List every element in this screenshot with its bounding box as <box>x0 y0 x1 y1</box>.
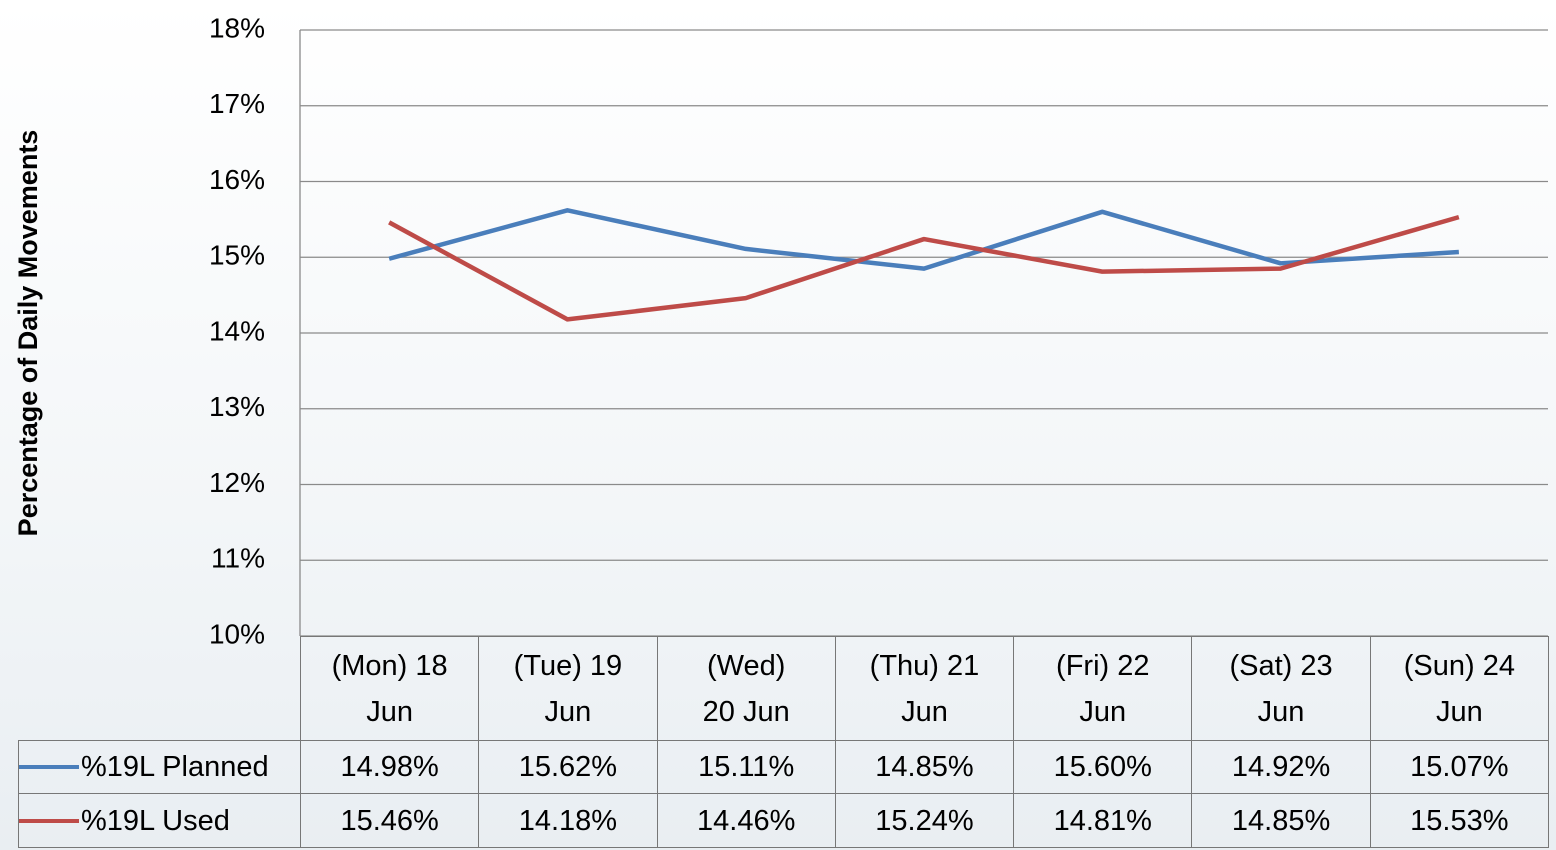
data-label: 14.81% <box>1013 793 1193 848</box>
data-label: 14.85% <box>1191 793 1371 848</box>
y-axis-label: Percentage of Daily Movements <box>13 130 43 537</box>
data-label: 15.11% <box>656 740 836 794</box>
category-header: (Sun) 24 Jun <box>1369 636 1549 741</box>
series-line <box>388 208 1460 271</box>
data-label: 14.18% <box>478 793 658 848</box>
legend-label: %19L Planned <box>81 751 269 783</box>
legend-cell: %19L Used <box>18 793 301 848</box>
data-label: 15.24% <box>834 793 1015 848</box>
y-tick-label: 14% <box>209 315 265 346</box>
y-tick-label: 13% <box>209 391 265 422</box>
data-label: 15.53% <box>1369 793 1549 848</box>
category-header: (Sat) 23 Jun <box>1191 636 1371 741</box>
y-tick-label: 15% <box>209 240 265 271</box>
data-label: 15.46% <box>300 793 480 848</box>
data-label: 15.62% <box>478 740 658 794</box>
y-tick-label: 16% <box>209 164 265 195</box>
category-header: (Fri) 22 Jun <box>1013 636 1193 741</box>
data-label: 15.60% <box>1013 740 1193 794</box>
y-tick-label: 10% <box>209 618 265 649</box>
data-label: 14.46% <box>656 793 836 848</box>
y-tick-label: 12% <box>209 467 265 498</box>
data-label: 14.92% <box>1191 740 1371 794</box>
y-tick-label: 11% <box>211 543 265 574</box>
data-label: 14.85% <box>834 740 1015 794</box>
category-header: (Mon) 18 Jun <box>300 636 480 741</box>
category-header: (Thu) 21 Jun <box>834 636 1015 741</box>
legend-swatch <box>19 818 79 823</box>
y-tick-label: 17% <box>209 88 265 119</box>
series-line <box>388 214 1460 322</box>
category-header: (Wed) 20 Jun <box>656 636 836 741</box>
legend-swatch <box>19 765 79 769</box>
y-tick-label: 18% <box>209 12 265 43</box>
category-header: (Tue) 19 Jun <box>478 636 658 741</box>
data-label: 14.98% <box>300 740 480 794</box>
legend-label: %19L Used <box>81 804 230 837</box>
data-label: 15.07% <box>1369 740 1549 794</box>
legend-cell: %19L Planned <box>18 740 301 794</box>
